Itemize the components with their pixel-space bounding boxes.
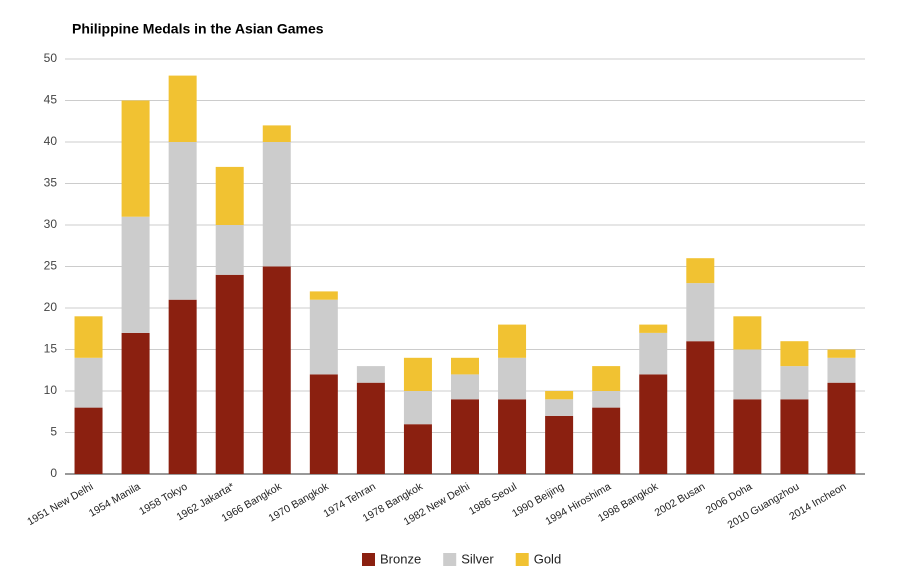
y-tick-label: 45 bbox=[44, 93, 58, 107]
bar-segment bbox=[592, 391, 621, 408]
bar-segment bbox=[639, 332, 668, 375]
bar-segment bbox=[356, 382, 385, 474]
bar-segment bbox=[309, 291, 338, 300]
bar-segment bbox=[451, 357, 479, 375]
bar-segment bbox=[498, 399, 527, 474]
bar-segment bbox=[780, 399, 809, 474]
bar-segment bbox=[498, 357, 527, 400]
bar-segment bbox=[215, 274, 244, 474]
bar-segment bbox=[592, 366, 621, 391]
legend-swatch bbox=[443, 553, 457, 566]
bar-segment bbox=[168, 75, 197, 142]
legend-label: Silver bbox=[461, 551, 494, 566]
bar-segment bbox=[403, 424, 432, 474]
y-tick-label: 20 bbox=[44, 300, 58, 314]
bar-segment bbox=[262, 142, 291, 267]
bar-segment bbox=[545, 399, 574, 416]
bar-segment bbox=[356, 366, 385, 383]
bar-segment bbox=[121, 216, 150, 333]
bar-segment bbox=[827, 357, 856, 383]
y-tick-label: 40 bbox=[44, 134, 58, 148]
legend-swatch bbox=[362, 553, 375, 566]
bar-segment bbox=[545, 415, 574, 474]
bar-segment bbox=[403, 357, 432, 391]
y-tick-label: 0 bbox=[50, 466, 57, 480]
bar-segment bbox=[121, 100, 150, 217]
y-tick-label: 5 bbox=[50, 425, 57, 439]
bar-segment bbox=[309, 374, 338, 474]
bar-segment bbox=[215, 225, 244, 275]
bar-segment bbox=[121, 332, 150, 474]
bar-segment bbox=[262, 266, 291, 474]
x-tick-label: 2002 Busan bbox=[653, 481, 708, 519]
bar-segment bbox=[780, 341, 809, 367]
legend-label: Bronze bbox=[380, 551, 421, 566]
bar-segment bbox=[733, 399, 762, 474]
x-tick-label: 1954 Manila bbox=[87, 481, 143, 520]
bar-segment bbox=[733, 316, 762, 350]
y-tick-label: 30 bbox=[44, 217, 58, 231]
bar-segment bbox=[74, 316, 103, 358]
y-tick-label: 25 bbox=[44, 259, 58, 273]
bar-segment bbox=[827, 382, 856, 474]
bar-segment bbox=[74, 407, 103, 474]
legend-label: Gold bbox=[534, 551, 561, 566]
bar-segment bbox=[639, 374, 668, 474]
bar-segment bbox=[403, 391, 432, 425]
bar-segment bbox=[639, 324, 668, 333]
x-tick-label: 1951 New Delhi bbox=[25, 481, 95, 528]
bar-segment bbox=[451, 399, 479, 474]
bar-segment bbox=[451, 374, 479, 400]
bar-segment bbox=[686, 341, 715, 474]
y-tick-label: 50 bbox=[44, 51, 58, 65]
bar-segment bbox=[168, 142, 197, 300]
bar-segment bbox=[686, 258, 715, 284]
bar-segment bbox=[827, 349, 856, 358]
bar-segment bbox=[74, 357, 103, 408]
chart-title: Philippine Medals in the Asian Games bbox=[72, 21, 324, 37]
bar-segment bbox=[262, 125, 291, 142]
bar-segment bbox=[592, 407, 621, 474]
bar-segment bbox=[733, 349, 762, 400]
legend-swatch bbox=[515, 553, 529, 566]
bar-segment bbox=[498, 324, 527, 358]
bar-segment bbox=[168, 299, 197, 474]
bar-segment bbox=[545, 391, 574, 400]
y-tick-label: 15 bbox=[44, 342, 58, 356]
bar-segment bbox=[780, 366, 809, 400]
bar-segment bbox=[215, 166, 244, 225]
bar-segment bbox=[309, 299, 338, 375]
bar-segment bbox=[686, 283, 715, 342]
y-tick-label: 10 bbox=[44, 383, 58, 397]
y-tick-label: 35 bbox=[44, 176, 58, 190]
